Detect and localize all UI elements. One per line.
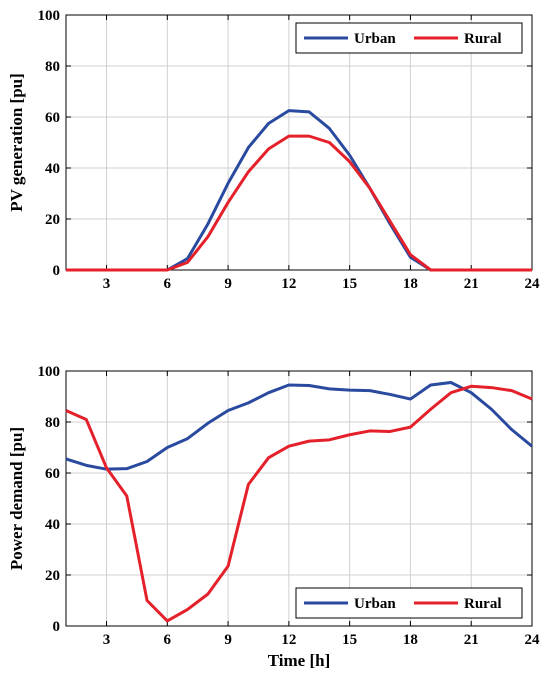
x-tick-label: 15 <box>342 632 357 648</box>
plot-frame <box>65 370 533 627</box>
y-tick-label: 20 <box>45 568 60 584</box>
y-tick-label: 100 <box>38 364 61 380</box>
x-tick-label: 12 <box>281 276 296 292</box>
x-tick-label: 18 <box>403 276 418 292</box>
y-tick-label: 40 <box>45 517 60 533</box>
y-axis-title: Power demand [pu] <box>7 427 26 570</box>
x-tick-label: 6 <box>164 632 172 648</box>
plot-frame <box>65 14 533 271</box>
y-tick-label: 80 <box>45 59 60 75</box>
x-tick-label: 18 <box>403 632 418 648</box>
x-axis-title: Time [h] <box>268 651 331 670</box>
legend-label-urban: Urban <box>354 596 396 612</box>
y-tick-label: 100 <box>38 8 61 24</box>
x-tick-label: 9 <box>224 276 232 292</box>
y-tick-label: 60 <box>45 110 60 126</box>
chart-panel-1: 3 6 9 12 15 18 21 24 0 20 40 60 80 100 PV generation [… <box>7 8 540 292</box>
y-tick-label: 60 <box>45 466 60 482</box>
x-tick-label: 24 <box>525 632 541 648</box>
x-tick-label: 15 <box>342 276 357 292</box>
series-line-rural <box>66 134 532 272</box>
y-tick-label: 0 <box>53 619 61 635</box>
series-line-rural <box>65 384 533 623</box>
x-tick-label: 3 <box>103 632 111 648</box>
y-tick-label: 40 <box>45 161 60 177</box>
legend-label-rural: Rural <box>464 596 502 612</box>
chart-panel-2: 3 6 9 12 15 18 21 24 0 20 40 60 80 100 Power demand [p… <box>7 364 540 670</box>
x-tick-label: 3 <box>103 276 111 292</box>
legend: Urban Rural <box>295 587 523 619</box>
legend: Urban Rural <box>295 22 523 54</box>
legend-label-urban: Urban <box>354 31 396 47</box>
y-tick-label: 20 <box>45 212 60 228</box>
x-tick-label: 12 <box>281 632 296 648</box>
y-tick-label: 80 <box>45 415 60 431</box>
x-tick-label: 24 <box>525 276 541 292</box>
x-tick-label: 21 <box>464 632 479 648</box>
series-line-urban <box>65 380 533 471</box>
y-tick-label: 0 <box>53 263 61 279</box>
x-tick-label: 6 <box>164 276 172 292</box>
series-line-urban <box>66 109 532 272</box>
legend-label-rural: Rural <box>464 31 502 47</box>
x-tick-label: 9 <box>224 632 232 648</box>
x-tick-label: 21 <box>464 276 479 292</box>
y-axis-title: PV generation [pu] <box>7 73 26 212</box>
